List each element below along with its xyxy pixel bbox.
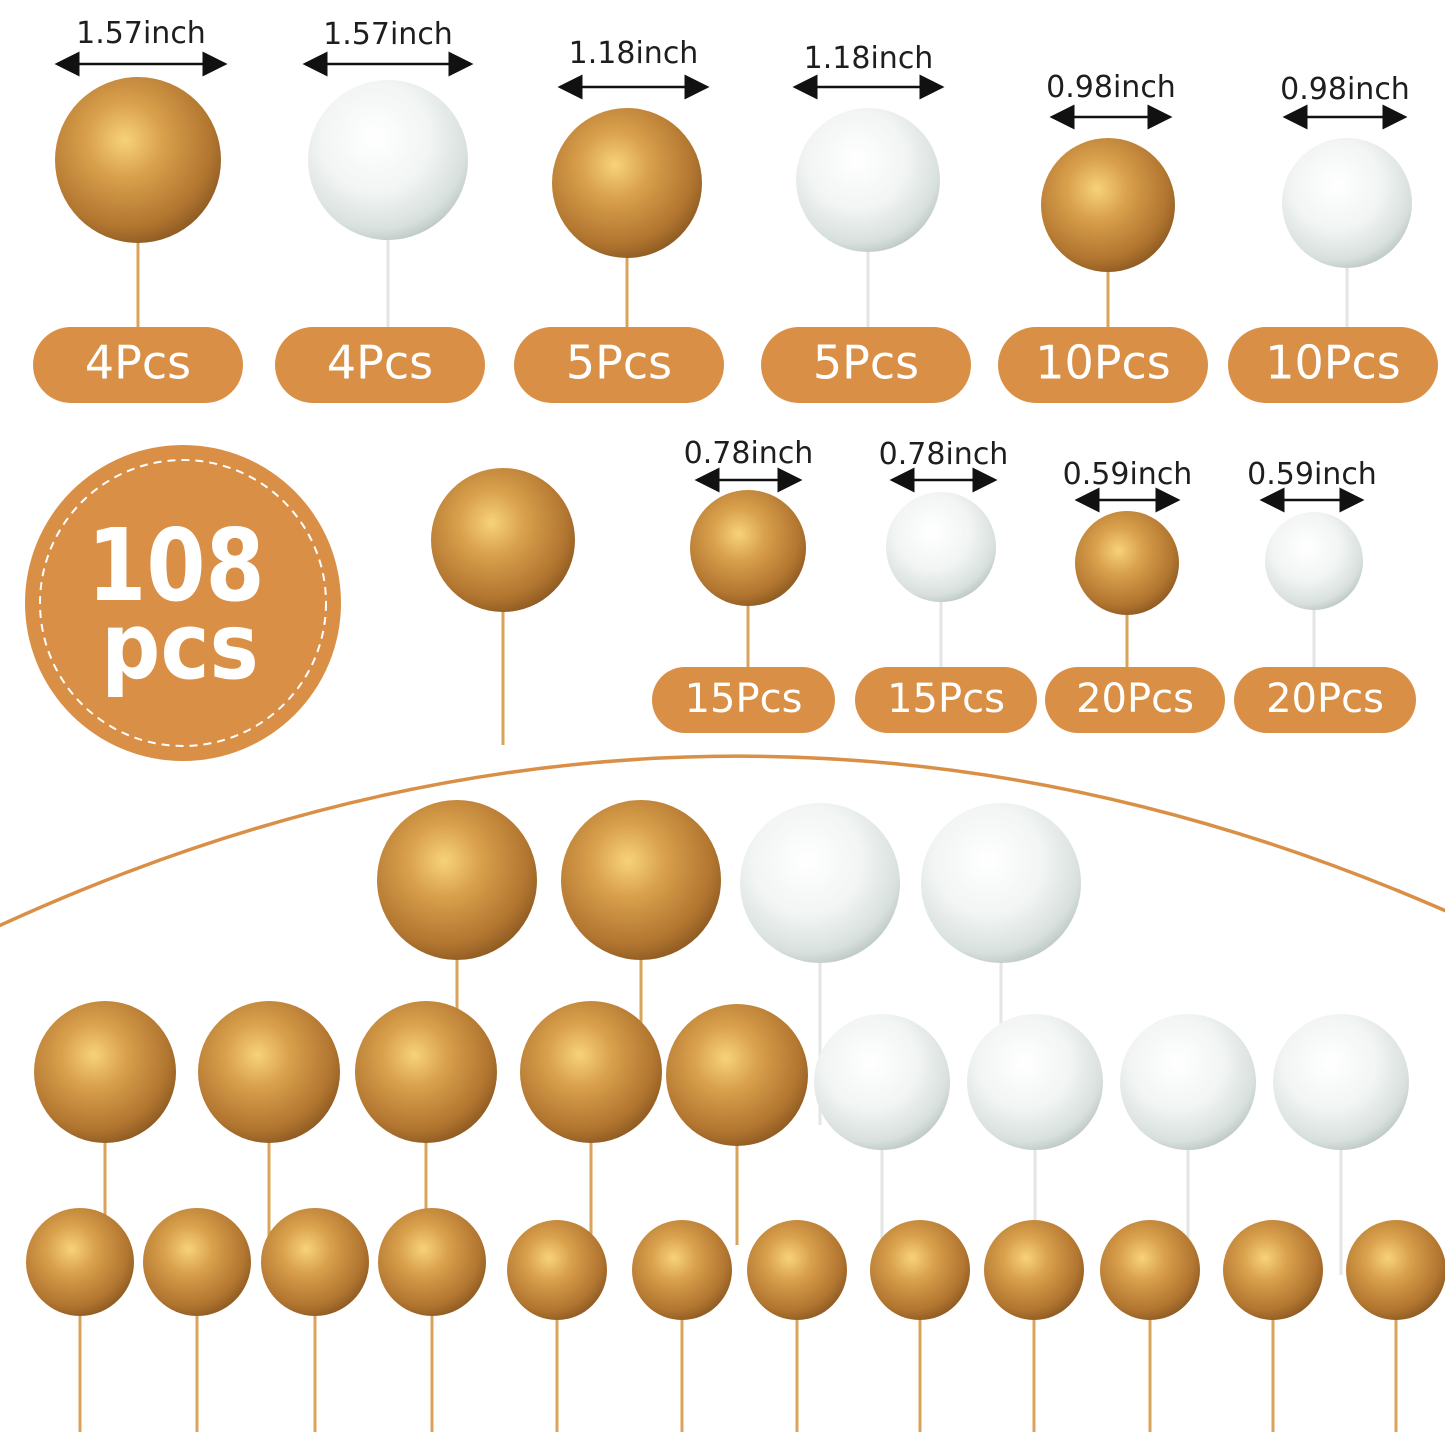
- gold-ball: [431, 468, 575, 612]
- gold-ball: [26, 1208, 134, 1316]
- gold-ball: [870, 1220, 970, 1320]
- white-ball: [1273, 1014, 1409, 1150]
- white-ball: [814, 1014, 950, 1150]
- count-pill: [1228, 327, 1438, 403]
- count-label: 10Pcs: [1265, 336, 1401, 390]
- gold-ball: [1100, 1220, 1200, 1320]
- gold-ball: [666, 1004, 808, 1146]
- badge-unit: pcs: [101, 593, 259, 700]
- gold-ball: [55, 77, 221, 243]
- count-pill: [275, 327, 485, 403]
- gold-ball: [261, 1208, 369, 1316]
- drawing-layer: 1.57inch 4Pcs 1.57inch 4Pcs 1.18inch 5Pcs 1.18…: [0, 16, 1445, 1432]
- size-label: 0.98inch: [1280, 72, 1410, 107]
- white-ball: [1120, 1014, 1256, 1150]
- count-pill: [1234, 667, 1416, 733]
- size-label: 0.98inch: [1046, 70, 1176, 105]
- size-label: 1.18inch: [569, 36, 699, 71]
- count-pill: [33, 327, 243, 403]
- gold-ball: [1041, 138, 1175, 272]
- size-label: 0.59inch: [1247, 457, 1377, 492]
- size-label: 0.78inch: [879, 437, 1009, 472]
- gold-ball: [507, 1220, 607, 1320]
- count-label: 15Pcs: [685, 676, 803, 722]
- count-label: 10Pcs: [1035, 336, 1171, 390]
- count-pill: [514, 327, 724, 403]
- size-label: 1.18inch: [804, 41, 934, 76]
- size-label: 0.59inch: [1063, 457, 1193, 492]
- badge-count: 108: [87, 507, 264, 623]
- gold-ball: [1075, 511, 1179, 615]
- count-label: 4Pcs: [327, 336, 433, 390]
- white-ball: [967, 1014, 1103, 1150]
- gold-ball: [984, 1220, 1084, 1320]
- count-label: 15Pcs: [887, 676, 1005, 722]
- white-ball: [308, 80, 468, 240]
- white-ball: [1265, 512, 1363, 610]
- white-ball: [921, 803, 1081, 963]
- gold-ball: [378, 1208, 486, 1316]
- white-ball: [796, 108, 940, 252]
- count-pill: [761, 327, 971, 403]
- count-pill: [998, 327, 1208, 403]
- gold-ball: [552, 108, 702, 258]
- count-label: 5Pcs: [813, 336, 919, 390]
- count-label: 5Pcs: [566, 336, 672, 390]
- white-ball: [740, 803, 900, 963]
- gold-ball: [632, 1220, 732, 1320]
- count-label: 4Pcs: [85, 336, 191, 390]
- white-ball: [1282, 138, 1412, 268]
- gold-ball: [1223, 1220, 1323, 1320]
- count-pill: [652, 667, 835, 733]
- white-ball: [886, 492, 996, 602]
- gold-ball: [198, 1001, 340, 1143]
- gold-ball: [143, 1208, 251, 1316]
- count-label: 20Pcs: [1076, 676, 1194, 722]
- size-label: 1.57inch: [76, 16, 206, 51]
- badge-circle: [25, 445, 341, 761]
- count-pill: [855, 667, 1037, 733]
- gold-ball: [747, 1220, 847, 1320]
- gold-ball: [355, 1001, 497, 1143]
- gold-ball: [561, 800, 721, 960]
- badge-dashed-ring: [39, 459, 327, 747]
- size-label: 1.57inch: [323, 17, 453, 52]
- count-label: 20Pcs: [1266, 676, 1384, 722]
- gold-ball: [1346, 1220, 1445, 1320]
- gold-ball: [34, 1001, 176, 1143]
- gold-ball: [377, 800, 537, 960]
- gold-ball: [520, 1001, 662, 1143]
- divider-arc: [0, 754, 1445, 928]
- gold-ball: [690, 490, 806, 606]
- count-pill: [1045, 667, 1225, 733]
- size-label: 0.78inch: [684, 436, 814, 471]
